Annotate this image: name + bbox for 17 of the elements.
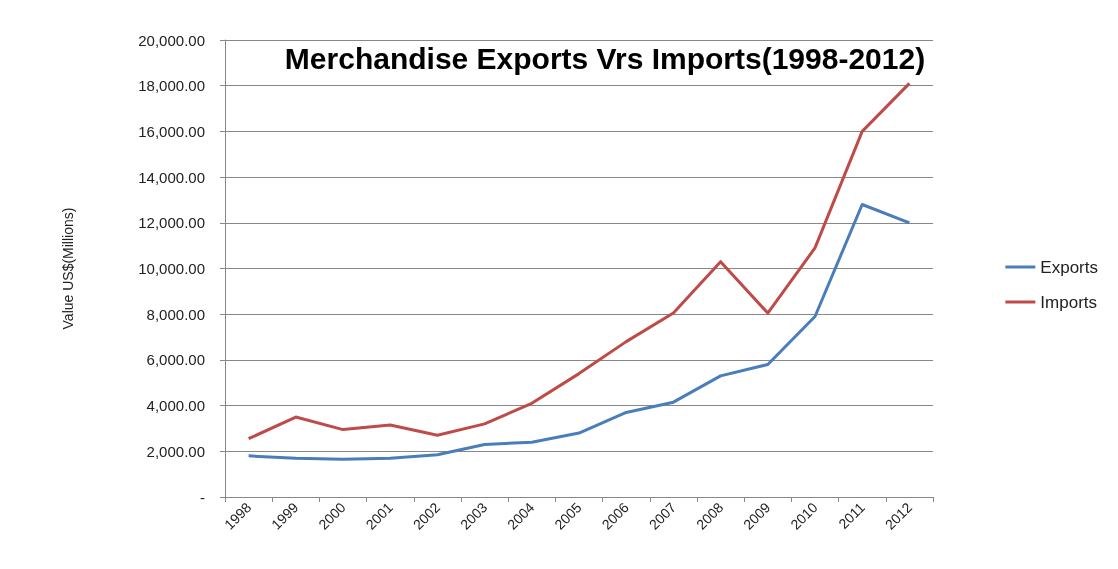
y-tick-label: 12,000.00: [138, 214, 205, 232]
legend-label: Imports: [1040, 292, 1098, 312]
y-tick-label: 6,000.00: [146, 351, 205, 369]
line-series: [247, 81, 911, 441]
y-axis-title: Value US$(Millions): [60, 207, 76, 330]
y-tick-label: 4,000.00: [146, 397, 205, 415]
y-tick-label: 8,000.00: [146, 305, 205, 323]
line-series: [247, 203, 911, 461]
legend-label: Exports: [1040, 257, 1099, 277]
y-tick-label: -: [200, 488, 205, 506]
y-tick-label: 14,000.00: [138, 168, 205, 186]
y-tick-label: 10,000.00: [138, 260, 205, 277]
y-tick-label: 2,000.00: [146, 442, 205, 460]
chart-title: Merchandise Exports Vrs Imports(1998-2012): [284, 41, 926, 75]
y-tick-label: 18,000.00: [138, 77, 205, 95]
y-tick-label: 16,000.00: [138, 122, 205, 140]
y-tick-label: 20,000.00: [138, 31, 205, 49]
